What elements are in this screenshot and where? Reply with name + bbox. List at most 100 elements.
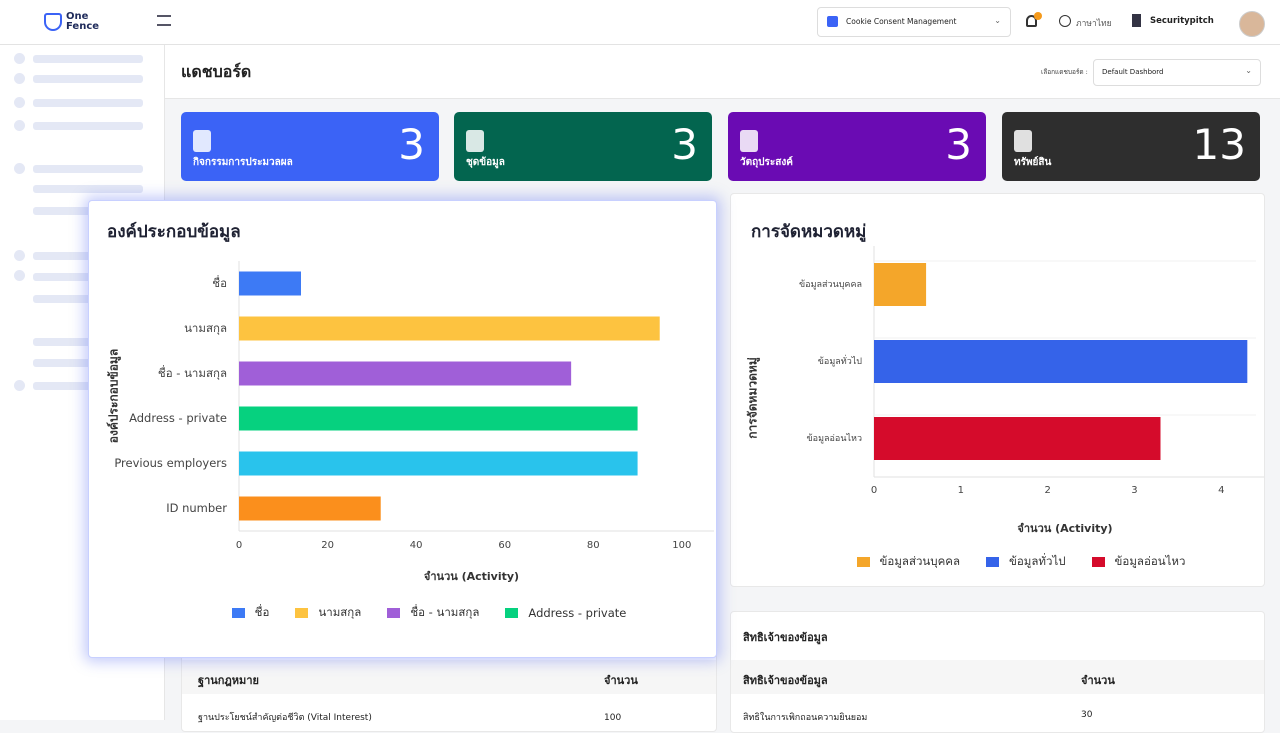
- sidebar-item: [33, 185, 143, 193]
- legend-swatch: [231, 608, 245, 618]
- sidebar-item: [14, 73, 25, 84]
- sidebar-item: [14, 163, 25, 174]
- avatar[interactable]: [1239, 11, 1265, 37]
- legend: ชื่อ นามสกุล ชื่อ - นามสกุล Address - priva…: [169, 603, 689, 623]
- x-tick-label: 0: [871, 485, 877, 496]
- bar: [239, 406, 638, 431]
- notification-bell[interactable]: [1026, 15, 1037, 27]
- y-tick-label: ข้อมูลอ่อนไหว: [807, 433, 862, 444]
- bar: [239, 451, 638, 476]
- sidebar-item: [14, 97, 25, 108]
- table-cell: 100: [604, 713, 622, 723]
- table-cell: สิทธิในการเพิกถอนความยินยอม: [743, 713, 868, 723]
- logo-line: One: [66, 11, 89, 22]
- legend-label: ข้อมูลส่วนบุคคล: [879, 554, 961, 568]
- dashboard-select-text: Default Dashbord: [1102, 68, 1164, 76]
- y-tick-label: ข้อมูลส่วนบุคคล: [799, 279, 862, 290]
- sidebar-item: [14, 250, 25, 261]
- y-tick-label: ชื่อ - นามสกุล: [158, 365, 227, 380]
- x-tick-label: 1: [958, 485, 964, 496]
- y-tick-label: ข้อมูลทั่วไป: [818, 354, 863, 367]
- sidebar-item: [14, 120, 25, 131]
- legend-item: ชื่อ - นามสกุล: [387, 603, 479, 623]
- legend-item: Address - private: [505, 603, 626, 623]
- bar: [874, 417, 1161, 460]
- notification-badge: [1034, 12, 1042, 20]
- menu-toggle[interactable]: [157, 15, 171, 26]
- legend-item: ข้อมูลส่วนบุคคล: [856, 552, 961, 572]
- stat-card: ทรัพย์สิน 13: [1002, 112, 1260, 181]
- x-tick-label: 80: [587, 540, 600, 551]
- bar: [874, 263, 927, 306]
- legend-swatch: [387, 608, 401, 618]
- legend-label: Address - private: [528, 606, 627, 620]
- x-tick-label: 0: [236, 540, 242, 551]
- chart: การจัดหมวดหมู่การจัดหมวดหมู่จำนวน (Activ…: [746, 222, 1264, 535]
- x-tick-label: 20: [321, 540, 334, 551]
- dashboard-select[interactable]: Default Dashbord ⌄: [1093, 59, 1261, 86]
- company-icon: [1132, 14, 1141, 27]
- dashboard-select-label: เลือกแดชบอร์ด :: [1041, 68, 1088, 76]
- card-label: วัตถุประสงค์: [740, 157, 793, 168]
- legend: ข้อมูลส่วนบุคคล ข้อมูลทั่วไป ข้อมูลอ่อนไหว: [831, 552, 1211, 572]
- sidebar-item: [14, 380, 25, 391]
- legend-label: ชื่อ - นามสกุล: [410, 605, 480, 619]
- stat-card: วัตถุประสงค์ 3: [728, 112, 986, 181]
- y-axis-label: การจัดหมวดหมู่: [746, 357, 761, 438]
- card-value: 3: [945, 120, 972, 169]
- card-value: 13: [1192, 120, 1246, 169]
- card-label: กิจกรรมการประมวลผล: [193, 157, 293, 168]
- table-title: สิทธิเจ้าของข้อมูล: [743, 631, 828, 644]
- sidebar-item: [33, 165, 143, 173]
- table-cell: ฐานประโยชน์สำคัญต่อชีวิต (Vital Interest…: [198, 713, 372, 723]
- legend-swatch: [986, 557, 1000, 567]
- y-axis-label: องค์ประกอบข้อมูล: [107, 349, 122, 443]
- stat-card: กิจกรรมการประมวลผล 3: [181, 112, 439, 181]
- title-bar: แดชบอร์ด เลือกแดชบอร์ด : Default Dashbor…: [165, 45, 1280, 99]
- bar: [239, 316, 660, 341]
- logo-line: Fence: [66, 21, 100, 32]
- legend-label: ข้อมูลอ่อนไหว: [1114, 554, 1186, 568]
- legend-item: นามสกุล: [295, 603, 361, 623]
- x-tick-label: 40: [410, 540, 423, 551]
- x-tick-label: 3: [1131, 485, 1137, 496]
- legend-label: ชื่อ: [254, 605, 270, 619]
- sidebar-item: [33, 122, 143, 130]
- header: One Fence Cookie Consent Management ⌄ ภา…: [0, 0, 1280, 45]
- card-label: ชุดข้อมูล: [466, 157, 505, 168]
- table-header: จำนวน: [604, 674, 638, 687]
- table-card: สิทธิเจ้าของข้อมูล สิทธิเจ้าของข้อมูล จำ…: [730, 611, 1265, 733]
- chart-title: องค์ประกอบข้อมูล: [107, 221, 241, 243]
- table-header: จำนวน: [1081, 674, 1115, 687]
- legend-swatch: [505, 608, 519, 618]
- table-header-row: [182, 660, 716, 694]
- table-header: สิทธิเจ้าของข้อมูล: [743, 674, 828, 687]
- sidebar-item: [33, 99, 143, 107]
- card-icon: [740, 130, 758, 152]
- sidebar-item: [33, 75, 143, 83]
- y-tick-label: Address - private: [129, 411, 227, 425]
- legend-item: ชื่อ: [231, 603, 270, 623]
- product-icon: [827, 16, 838, 27]
- legend-swatch: [856, 557, 870, 567]
- table-header-row: [731, 660, 1264, 694]
- bar: [239, 496, 381, 521]
- card-value: 3: [398, 120, 425, 169]
- chevron: ⌄: [1245, 66, 1252, 75]
- x-axis-label: จำนวน (Activity): [424, 570, 519, 583]
- stat-card: ชุดข้อมูล 3: [454, 112, 712, 181]
- y-tick-label: Previous employers: [114, 456, 227, 470]
- x-tick-label: 2: [1044, 485, 1050, 496]
- bar: [239, 361, 572, 386]
- product-select[interactable]: Cookie Consent Management ⌄: [817, 7, 1011, 37]
- legend-label: นามสกุล: [318, 605, 362, 619]
- x-tick-label: 60: [498, 540, 511, 551]
- table-cell: 30: [1081, 710, 1093, 720]
- card-icon: [1014, 130, 1032, 152]
- x-tick-label: 4: [1218, 485, 1224, 496]
- language-select[interactable]: ภาษาไทย: [1076, 19, 1112, 29]
- logo-icon: [44, 13, 62, 31]
- company-name[interactable]: Securitypitch: [1150, 16, 1214, 26]
- x-axis-label: จำนวน (Activity): [1017, 522, 1112, 535]
